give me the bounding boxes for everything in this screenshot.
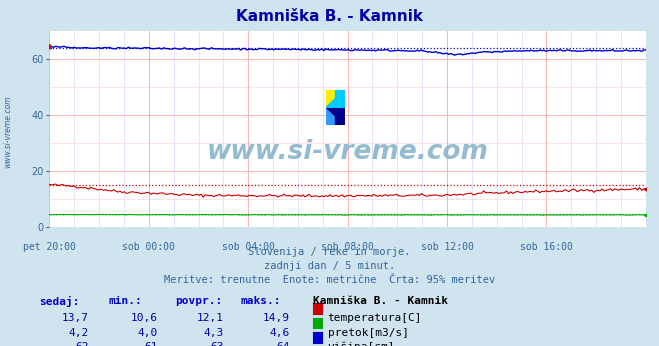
Text: sob 08:00: sob 08:00 [321, 242, 374, 252]
Text: sedaj:: sedaj: [40, 296, 80, 307]
Text: sob 12:00: sob 12:00 [420, 242, 473, 252]
Text: www.si-vreme.com: www.si-vreme.com [3, 95, 13, 168]
Text: sob 04:00: sob 04:00 [222, 242, 275, 252]
Text: sob 16:00: sob 16:00 [520, 242, 573, 252]
Text: temperatura[C]: temperatura[C] [328, 313, 422, 323]
Text: zadnji dan / 5 minut.: zadnji dan / 5 minut. [264, 261, 395, 271]
Text: povpr.:: povpr.: [175, 296, 222, 306]
Polygon shape [326, 107, 345, 125]
Text: min.:: min.: [109, 296, 142, 306]
Text: 14,9: 14,9 [263, 313, 290, 323]
Text: 4,6: 4,6 [270, 328, 290, 338]
Text: Kamniška B. - Kamnik: Kamniška B. - Kamnik [313, 296, 448, 306]
Text: www.si-vreme.com: www.si-vreme.com [207, 139, 488, 165]
Text: Meritve: trenutne  Enote: metrične  Črta: 95% meritev: Meritve: trenutne Enote: metrične Črta: … [164, 275, 495, 285]
Text: Slovenija / reke in morje.: Slovenija / reke in morje. [248, 247, 411, 257]
Text: 62: 62 [76, 342, 89, 346]
Text: 12,1: 12,1 [197, 313, 224, 323]
Text: 63: 63 [211, 342, 224, 346]
Text: 64: 64 [277, 342, 290, 346]
Polygon shape [326, 90, 345, 107]
Text: maks.:: maks.: [241, 296, 281, 306]
Bar [326, 90, 335, 107]
Text: Kamniška B. - Kamnik: Kamniška B. - Kamnik [236, 9, 423, 24]
Text: 10,6: 10,6 [131, 313, 158, 323]
Bar [335, 90, 345, 107]
Text: 4,0: 4,0 [138, 328, 158, 338]
Text: pet 20:00: pet 20:00 [23, 242, 76, 252]
Text: sob 00:00: sob 00:00 [123, 242, 175, 252]
Text: 13,7: 13,7 [62, 313, 89, 323]
Text: 61: 61 [145, 342, 158, 346]
Bar [335, 107, 345, 125]
Text: 4,2: 4,2 [69, 328, 89, 338]
Text: višina[cm]: višina[cm] [328, 342, 395, 346]
Text: 4,3: 4,3 [204, 328, 224, 338]
Bar [326, 107, 335, 125]
Text: pretok[m3/s]: pretok[m3/s] [328, 328, 409, 338]
